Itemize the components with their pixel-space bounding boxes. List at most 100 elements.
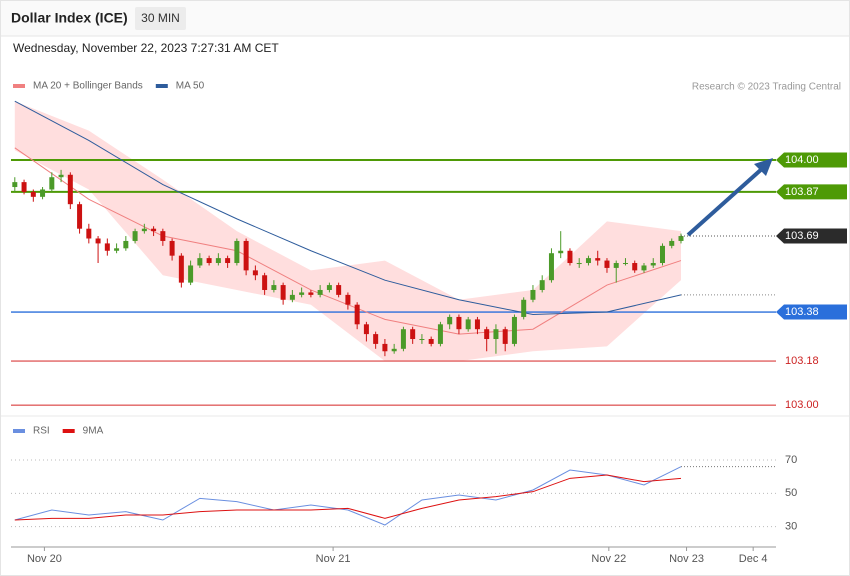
- candle-body: [215, 258, 221, 264]
- candle-body: [447, 316, 453, 325]
- candle-body: [252, 270, 258, 276]
- candle-body: [271, 285, 277, 290]
- candle-body: [21, 182, 27, 192]
- bollinger-band: [14, 101, 681, 362]
- candle-body: [595, 258, 601, 261]
- candle-body: [558, 250, 564, 254]
- legend-swatch: [13, 429, 25, 433]
- candle-body: [289, 294, 295, 300]
- candle-body: [632, 263, 638, 271]
- candle-body: [567, 250, 573, 264]
- candle-body: [502, 329, 508, 344]
- candle-body: [659, 245, 665, 264]
- y-tick-label: 50: [785, 487, 797, 499]
- candle-body: [326, 285, 332, 290]
- candle-body: [613, 263, 619, 268]
- candle-body: [456, 316, 462, 330]
- candle-body: [678, 236, 684, 241]
- candle-body: [234, 240, 240, 264]
- candle-body: [86, 228, 92, 239]
- legend-swatch: [13, 84, 25, 88]
- candle-body: [178, 255, 184, 283]
- candle-body: [123, 240, 129, 249]
- last-price-label: 103.69: [785, 230, 819, 242]
- indicator-line: [14, 474, 682, 521]
- x-tick-label: Dec 4: [739, 553, 768, 565]
- candle-body: [373, 334, 379, 344]
- candle-body: [141, 228, 147, 232]
- x-tick-label: Nov 20: [27, 553, 62, 565]
- candle-body: [336, 285, 342, 295]
- legend-label: RSI: [33, 426, 50, 437]
- level-tag: [776, 152, 847, 168]
- y-tick-label: 70: [785, 454, 797, 466]
- candle-body: [363, 324, 369, 335]
- candle-body: [58, 174, 64, 178]
- candle-body: [391, 348, 397, 352]
- candle-body: [511, 316, 517, 344]
- title: Dollar Index (ICE): [11, 10, 128, 26]
- candle-body: [317, 289, 323, 295]
- candle-body: [49, 177, 55, 190]
- level-label: 104.00: [785, 154, 819, 166]
- forecast-arrow-head: [754, 158, 773, 176]
- candle-body: [12, 182, 18, 188]
- candle-body: [169, 240, 175, 256]
- candle-body: [114, 248, 120, 251]
- candle-body: [465, 319, 471, 330]
- candle-body: [345, 294, 351, 305]
- candle-body: [419, 339, 425, 341]
- candle-body: [77, 204, 83, 229]
- candle-body: [280, 285, 286, 300]
- candle-body: [188, 265, 194, 283]
- candle-body: [548, 253, 554, 281]
- legend-label: 9MA: [83, 426, 104, 437]
- level-label: 103.38: [785, 306, 819, 318]
- candle-body: [151, 228, 157, 232]
- forecast-arrow: [686, 165, 766, 237]
- level-tag: [776, 304, 847, 320]
- candle-body: [354, 304, 360, 325]
- candle-body: [521, 299, 527, 317]
- candle-body: [576, 263, 582, 265]
- candle-body: [132, 231, 138, 241]
- candle-body: [400, 329, 406, 349]
- candle-body: [530, 289, 536, 300]
- candle-body: [30, 191, 36, 197]
- x-tick-label: Nov 23: [669, 553, 704, 565]
- x-tick-label: Nov 22: [591, 553, 626, 565]
- candle-body: [669, 240, 675, 246]
- candle-body: [95, 238, 101, 244]
- timestamp: Wednesday, November 22, 2023 7:27:31 AM …: [13, 41, 279, 55]
- level-label: 103.00: [785, 399, 819, 411]
- indicator-line: [14, 466, 682, 526]
- candle-body: [104, 243, 110, 251]
- ma-line: [14, 100, 682, 315]
- legend-label: MA 20 + Bollinger Bands: [33, 81, 143, 92]
- candle-body: [225, 258, 231, 264]
- legend-swatch: [62, 429, 75, 433]
- credit: Research © 2023 Trading Central: [692, 82, 841, 93]
- plot-layer: MA 20 + Bollinger Bands MA 50 104.00 103.87…: [11, 81, 847, 565]
- last-price-tag: [776, 228, 847, 244]
- candle-body: [493, 329, 499, 340]
- candle-body: [585, 258, 591, 264]
- candle-body: [474, 319, 480, 330]
- candle-body: [641, 265, 647, 271]
- candle-body: [308, 292, 314, 295]
- candle-body: [410, 329, 416, 340]
- level-tag: [776, 184, 847, 200]
- candle-body: [650, 263, 656, 266]
- legend-label: MA 50: [176, 81, 205, 92]
- candle-body: [622, 263, 628, 265]
- interval-badge[interactable]: [135, 7, 186, 30]
- candle-body: [604, 260, 610, 268]
- interval[interactable]: 30 MIN: [141, 11, 180, 25]
- header-bar: [1, 1, 849, 36]
- candle-body: [484, 329, 490, 340]
- candle-body: [428, 339, 434, 344]
- candle-body: [206, 258, 212, 264]
- y-tick-label: 30: [785, 521, 797, 533]
